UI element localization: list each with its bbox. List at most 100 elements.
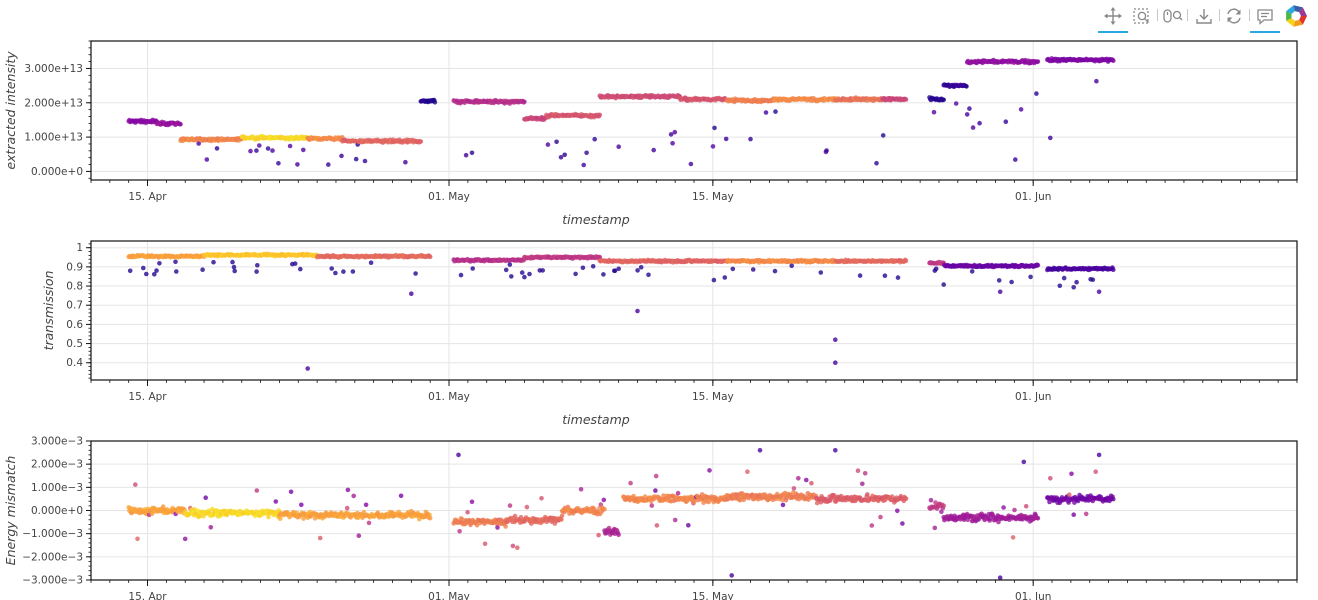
data-point bbox=[590, 264, 596, 269]
data-point bbox=[653, 488, 658, 493]
data-point bbox=[144, 271, 149, 277]
data-point bbox=[333, 270, 338, 276]
data-point bbox=[1034, 91, 1039, 96]
y-tick-label: −2.000e−3 bbox=[22, 551, 83, 563]
data-point bbox=[208, 525, 214, 530]
data-point bbox=[581, 162, 586, 168]
data-point bbox=[301, 147, 306, 153]
data-point bbox=[900, 521, 905, 526]
data-point bbox=[1035, 516, 1041, 521]
box-zoom-tool-icon[interactable] bbox=[1129, 4, 1155, 28]
data-point bbox=[157, 261, 162, 266]
data-point bbox=[932, 525, 938, 531]
data-point bbox=[675, 490, 681, 496]
data-point bbox=[1096, 289, 1102, 295]
data-point bbox=[350, 269, 356, 274]
data-point bbox=[427, 254, 433, 260]
data-point bbox=[780, 497, 785, 503]
data-point bbox=[928, 497, 934, 503]
bokeh-logo[interactable] bbox=[1283, 3, 1309, 29]
data-point bbox=[722, 275, 728, 280]
data-point bbox=[527, 271, 532, 277]
data-point bbox=[368, 260, 374, 266]
data-point bbox=[298, 266, 303, 272]
data-point bbox=[326, 162, 331, 167]
data-point bbox=[200, 267, 205, 273]
y-tick-label: 0.000e+0 bbox=[31, 505, 83, 517]
x-tick-label: 01. Jun bbox=[1015, 591, 1051, 600]
data-point bbox=[341, 269, 346, 274]
y-tick-label: 3.000e+13 bbox=[24, 63, 83, 75]
data-point bbox=[730, 266, 736, 272]
data-point bbox=[824, 148, 829, 153]
data-point bbox=[976, 517, 981, 522]
data-point bbox=[996, 278, 1002, 283]
data-point bbox=[503, 267, 509, 273]
data-point bbox=[507, 262, 513, 267]
data-point bbox=[254, 488, 260, 493]
data-point bbox=[706, 499, 711, 505]
data-point bbox=[254, 263, 260, 268]
data-point bbox=[456, 452, 461, 458]
x-tick-label: 01. Jun bbox=[1015, 391, 1051, 403]
data-point bbox=[559, 513, 565, 519]
pan-tool-icon[interactable] bbox=[1098, 4, 1128, 33]
y-tick-label: 0.000e+0 bbox=[31, 166, 83, 178]
data-point bbox=[964, 112, 970, 117]
reset-tool-icon[interactable] bbox=[1221, 4, 1247, 28]
data-point bbox=[602, 506, 607, 512]
data-point bbox=[831, 493, 837, 498]
data-point bbox=[545, 142, 551, 147]
data-point bbox=[398, 493, 404, 499]
data-point bbox=[654, 523, 660, 528]
data-point bbox=[1090, 277, 1096, 283]
data-point bbox=[584, 150, 589, 156]
y-tick-label: 0.8 bbox=[66, 281, 83, 293]
data-point bbox=[510, 543, 516, 549]
data-point bbox=[729, 573, 734, 578]
data-point bbox=[616, 266, 621, 272]
data-point bbox=[1001, 505, 1006, 510]
data-point bbox=[578, 487, 584, 492]
hover-tool-icon[interactable] bbox=[1250, 4, 1280, 33]
data-point bbox=[1035, 263, 1041, 268]
save-tool-icon[interactable] bbox=[1191, 4, 1217, 28]
data-point bbox=[631, 493, 636, 499]
data-point bbox=[1111, 58, 1116, 64]
data-point bbox=[1047, 499, 1052, 505]
data-point bbox=[463, 152, 469, 158]
data-point bbox=[580, 265, 586, 271]
x-tick-label: 15. Apr bbox=[128, 391, 167, 403]
data-point bbox=[1010, 535, 1016, 540]
plot-toolbar bbox=[1094, 0, 1318, 33]
data-point bbox=[860, 481, 865, 487]
data-point bbox=[1018, 107, 1024, 112]
data-point bbox=[469, 150, 475, 156]
y-axis-title: Energy mismatch bbox=[3, 456, 18, 566]
data-point bbox=[711, 277, 717, 283]
data-point bbox=[270, 148, 275, 153]
data-point bbox=[403, 159, 408, 165]
data-point bbox=[757, 448, 763, 453]
data-point bbox=[458, 272, 464, 278]
wheel-zoom-tool-icon[interactable] bbox=[1160, 4, 1186, 28]
data-point bbox=[154, 268, 159, 273]
data-point bbox=[597, 254, 603, 260]
x-tick-label: 01. May bbox=[428, 391, 470, 403]
data-point bbox=[772, 268, 778, 274]
data-point bbox=[1048, 135, 1053, 141]
data-point bbox=[135, 536, 140, 542]
x-axis-title: timestamp bbox=[562, 212, 629, 227]
data-point bbox=[857, 273, 863, 278]
data-point bbox=[773, 109, 778, 114]
data-point bbox=[503, 524, 508, 529]
data-point bbox=[540, 268, 545, 273]
data-point bbox=[903, 97, 909, 102]
data-point bbox=[277, 516, 283, 521]
data-point bbox=[964, 84, 969, 89]
data-point bbox=[833, 448, 838, 453]
data-point bbox=[344, 505, 350, 511]
series-points bbox=[126, 56, 1116, 168]
x-tick-label: 15. May bbox=[692, 591, 734, 600]
